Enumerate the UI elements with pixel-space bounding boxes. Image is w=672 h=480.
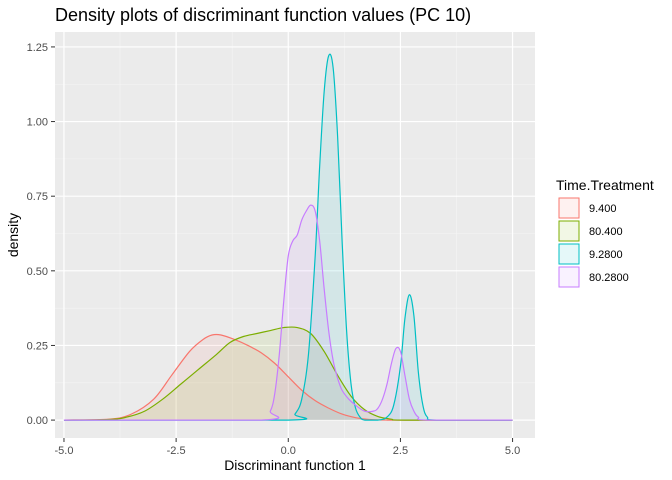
x-tick-label: 2.5 xyxy=(393,445,408,457)
y-axis-title: density xyxy=(5,213,21,257)
x-axis: -5.0 -2.5 0.0 2.5 5.0 xyxy=(54,438,520,457)
y-tick-label: 0.25 xyxy=(27,340,48,352)
x-tick-label: 0.0 xyxy=(281,445,296,457)
minor-gridlines xyxy=(55,32,535,438)
x-axis-title: Discriminant function 1 xyxy=(224,457,366,473)
density-lines xyxy=(63,53,513,421)
legend-key-0 xyxy=(558,197,580,219)
legend-key-2 xyxy=(558,243,580,265)
legend-key-3 xyxy=(558,266,580,288)
y-axis: 0.00 0.25 0.50 0.75 1.00 1.25 xyxy=(27,42,55,427)
legend-items: 9.400 80.400 9.2800 80.2800 xyxy=(558,197,629,288)
x-tick-label: -2.5 xyxy=(167,445,186,457)
density-line-3 xyxy=(63,204,513,421)
chart-title: Density plots of discriminant function v… xyxy=(55,5,471,25)
legend-title: Time.Treatment xyxy=(556,177,654,193)
legend-label-1: 80.400 xyxy=(589,226,623,238)
legend: Time.Treatment 9.400 80.400 9.2800 80.2800 xyxy=(556,177,654,288)
x-tick-label: 5.0 xyxy=(505,445,520,457)
x-tick-label: -5.0 xyxy=(54,445,73,457)
density-line-2 xyxy=(63,53,513,421)
legend-key-1 xyxy=(558,220,580,242)
legend-label-2: 9.2800 xyxy=(589,249,623,261)
legend-label-0: 9.400 xyxy=(589,203,617,215)
density-line-1 xyxy=(63,326,513,421)
plot-panel xyxy=(55,32,535,438)
y-tick-label: 0.75 xyxy=(27,191,48,203)
density-line-0 xyxy=(63,333,513,421)
y-tick-label: 0.50 xyxy=(27,266,48,278)
legend-label-3: 80.2800 xyxy=(589,272,629,284)
y-tick-label: 0.00 xyxy=(27,415,48,427)
density-area-1 xyxy=(63,326,513,421)
y-tick-label: 1.25 xyxy=(27,42,48,54)
y-tick-label: 1.00 xyxy=(27,117,48,129)
